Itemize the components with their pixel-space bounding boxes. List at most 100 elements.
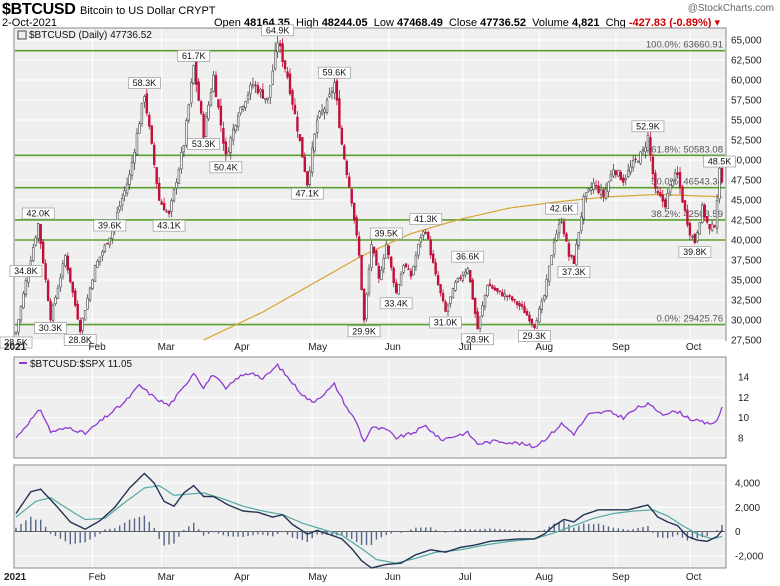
macd-histogram-bar: [410, 529, 412, 532]
macd-histogram-bar: [711, 531, 713, 533]
macd-histogram-bar: [469, 529, 471, 532]
macd-histogram-bar: [444, 531, 447, 533]
candle-body: [439, 284, 442, 294]
macd-histogram-bar: [578, 525, 580, 532]
candle-body: [424, 232, 427, 234]
macd-histogram-bar: [533, 531, 536, 533]
candle-body: [303, 156, 307, 172]
macd-histogram-bar: [464, 529, 466, 532]
candle-body: [407, 268, 410, 271]
candle-body: [78, 320, 82, 333]
candle-body: [646, 135, 650, 151]
macd-histogram-bar: [341, 531, 343, 536]
macd-histogram-bar: [183, 529, 185, 532]
candle-body: [404, 263, 408, 268]
price-callout-label: 29.9K: [352, 326, 376, 336]
macd-histogram-bar: [385, 531, 387, 535]
candle-body: [207, 104, 210, 120]
macd-histogram-bar: [311, 531, 313, 539]
candle-body: [676, 172, 679, 176]
candle-body: [580, 216, 583, 231]
candle-body: [239, 106, 242, 114]
price-tick-label: 62,500: [731, 56, 762, 67]
macd-histogram-bar: [296, 531, 299, 539]
candle-body: [199, 101, 203, 114]
price-callout-label: 33.4K: [384, 298, 408, 308]
macd-tick-label: -2,000: [735, 551, 764, 562]
candle-body: [377, 265, 381, 279]
candle-body: [473, 298, 477, 314]
candle-body: [703, 204, 706, 218]
ohlc-bar: Open 48164.35 High 48244.05 Low 47468.49…: [214, 16, 720, 29]
macd-histogram-bar: [267, 531, 269, 536]
macd-histogram-bar: [622, 528, 624, 532]
macd-histogram-bar: [474, 529, 476, 532]
price-callout-label: 58.3K: [133, 78, 157, 88]
price-callout-box: [557, 266, 591, 278]
macd-histogram-bar: [316, 531, 318, 535]
candle-body: [540, 300, 543, 310]
macd-histogram-bar: [84, 531, 86, 543]
candle-body: [323, 108, 326, 113]
candle-body: [390, 256, 393, 268]
candle-body: [96, 260, 99, 268]
macd-histogram-bar: [242, 531, 244, 537]
candle-body: [562, 221, 566, 235]
macd-histogram-bar: [252, 531, 254, 536]
candle-body: [352, 202, 356, 221]
candle-body: [575, 243, 578, 266]
candle-body: [108, 237, 112, 246]
candle-body: [293, 104, 297, 115]
macd-histogram-bar: [696, 531, 699, 539]
price-callout-box: [209, 161, 243, 174]
ratio-legend: $BTCUSD:$SPX 11.05: [30, 359, 133, 370]
macd-histogram-bar: [706, 531, 708, 537]
candle-body: [609, 173, 613, 182]
macd-histogram-bar: [597, 523, 600, 532]
macd-histogram-bar: [400, 531, 402, 533]
candle-body: [385, 243, 388, 259]
candle-body: [286, 71, 289, 78]
macd-histogram-bar: [504, 529, 506, 532]
macd-histogram-bar: [420, 527, 422, 532]
candle-body: [202, 114, 205, 138]
price-tick-label: 37,500: [731, 256, 762, 267]
candle-body: [86, 297, 89, 310]
candle-body: [190, 82, 193, 104]
candle-body: [249, 84, 252, 95]
macd-tick-label: 4,000: [735, 479, 760, 490]
macd-histogram-bar: [30, 516, 32, 532]
price-callout-label: 50.4K: [214, 162, 238, 172]
candle-body: [533, 324, 536, 328]
candle-body: [698, 222, 701, 235]
price-callout-box: [678, 246, 712, 258]
macd-histogram-bar: [360, 531, 363, 545]
candle-body: [214, 74, 218, 98]
price-callout-box: [152, 219, 186, 232]
candle-body: [83, 310, 87, 321]
candle-body: [180, 152, 183, 170]
ma200-line: [203, 193, 723, 341]
candle-body: [234, 124, 237, 132]
candle-body: [548, 265, 551, 282]
candle-body: [671, 180, 674, 187]
candle-body: [688, 222, 692, 236]
price-callout-label: 30.3K: [39, 323, 63, 333]
macd-histogram-bar: [237, 531, 239, 537]
month-label-bottom: Oct: [686, 572, 702, 583]
macd-histogram-bar: [484, 528, 486, 532]
candle-body: [486, 285, 489, 296]
price-callout-label: 43.1K: [157, 221, 181, 231]
candle-body: [197, 81, 200, 101]
candle-body: [222, 128, 225, 144]
candle-body: [659, 192, 662, 197]
ratio-tick-label: 14: [738, 373, 750, 384]
price-callout-label: 41.3K: [414, 214, 438, 224]
price-callout-box: [545, 202, 578, 215]
candle-body: [555, 233, 558, 241]
price-tick-label: 30,000: [731, 316, 762, 327]
price-legend: $BTCUSD (Daily) 47736.52: [29, 30, 152, 41]
macd-histogram-bar: [499, 529, 501, 532]
candle-body: [397, 284, 400, 295]
candle-body: [39, 224, 42, 244]
